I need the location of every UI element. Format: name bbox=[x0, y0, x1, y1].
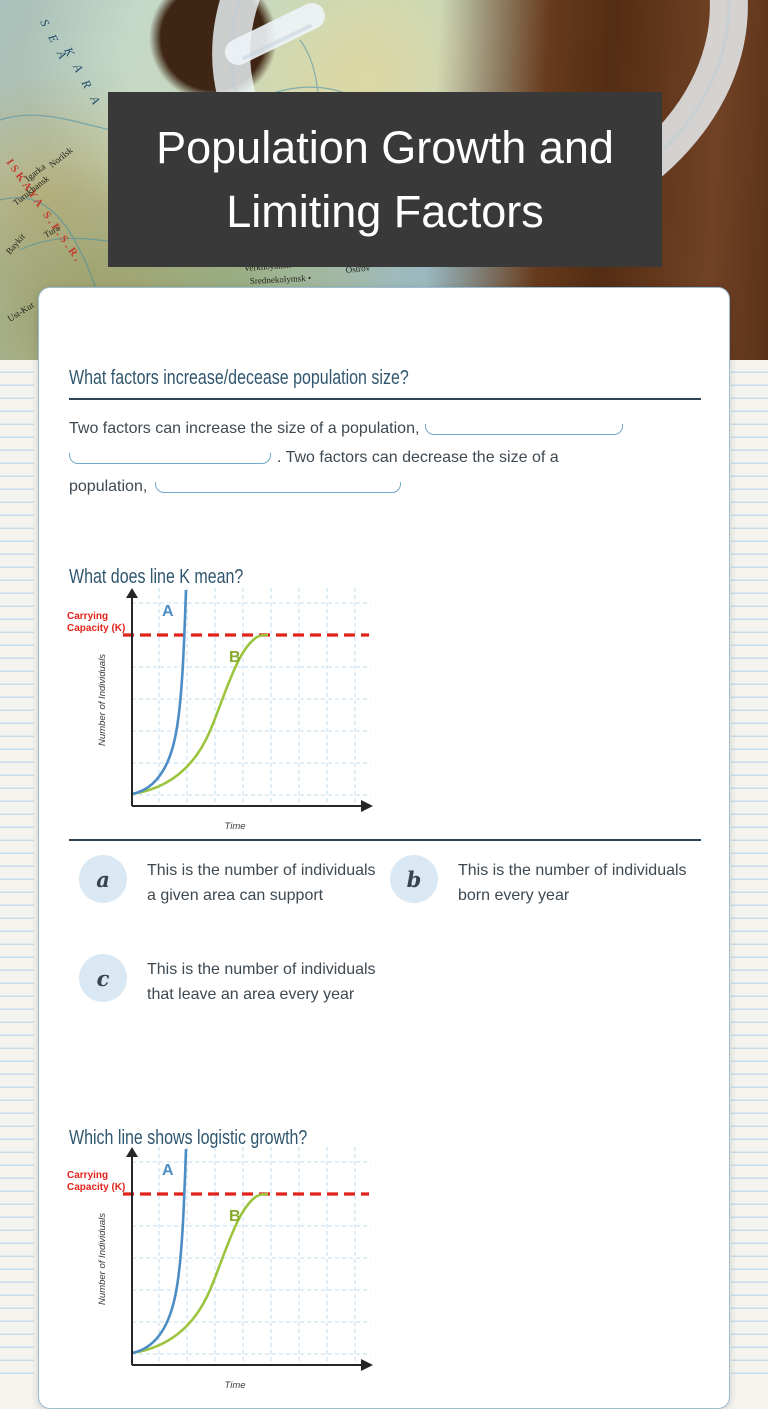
axes bbox=[126, 1147, 373, 1371]
answer-blank-3[interactable] bbox=[155, 482, 402, 493]
grid-lines bbox=[132, 1147, 371, 1364]
curve-b-logistic bbox=[131, 1192, 269, 1355]
choice-option-c[interactable]: c This is the number of individuals that… bbox=[79, 954, 379, 1007]
map-label-srednekolymsk: Srednekolymsk • bbox=[250, 273, 312, 286]
option-a-text: This is the number of individuals a give… bbox=[147, 862, 376, 904]
option-c-badge: c bbox=[79, 954, 127, 1002]
question-3-title: Which line shows logistic growth? bbox=[69, 1127, 308, 1149]
map-label-ustkut: Ust-Kut bbox=[6, 300, 36, 324]
x-axis-label: Time bbox=[224, 1380, 245, 1391]
axes bbox=[126, 588, 373, 812]
answer-blank-1[interactable] bbox=[425, 424, 624, 435]
option-b-badge: b bbox=[390, 855, 438, 903]
curve-b-label: B bbox=[229, 649, 241, 666]
growth-curves-chart: Carrying Capacity (K) A B Number of Indi… bbox=[67, 588, 373, 832]
map-label-kara: K A R A bbox=[61, 44, 105, 110]
question-divider bbox=[69, 839, 701, 841]
carrying-capacity-label-line1: Carrying bbox=[67, 1170, 108, 1181]
question-1-header: What factors increase/decease population… bbox=[69, 367, 701, 400]
growth-curves-chart-2: Carrying Capacity (K) A B Number of Indi… bbox=[67, 1147, 373, 1391]
worksheet-title-box: Population Growth and Limiting Factors bbox=[108, 92, 662, 267]
x-axis-label: Time bbox=[224, 821, 245, 832]
worksheet-card: What factors increase/decease population… bbox=[38, 287, 730, 1409]
option-c-text: This is the number of individuals that l… bbox=[147, 961, 376, 1003]
y-axis-label: Number of Individuals bbox=[97, 654, 108, 746]
worksheet-title-line1: Population Growth and bbox=[156, 121, 614, 173]
fill-in-text-2: . Two factors can decrease the size of a bbox=[277, 449, 559, 466]
question-1-title: What factors increase/decease population… bbox=[69, 367, 409, 389]
curve-a-label: A bbox=[162, 603, 174, 620]
choice-option-a[interactable]: a This is the number of individuals a gi… bbox=[79, 855, 379, 908]
fill-in-line-3: population, bbox=[69, 472, 709, 501]
carrying-capacity-label-line2: Capacity (K) bbox=[67, 623, 125, 634]
question-1-fill-in-paragraph: Two factors can increase the size of a p… bbox=[69, 414, 709, 501]
option-b-text: This is the number of individuals born e… bbox=[458, 862, 687, 904]
population-growth-graph-1: Carrying Capacity (K) A B Number of Indi… bbox=[63, 588, 375, 845]
curve-b-logistic bbox=[131, 633, 269, 796]
curve-a-exponential bbox=[131, 589, 188, 796]
fill-in-text-3: population, bbox=[69, 478, 148, 495]
population-growth-graph-2: Carrying Capacity (K) A B Number of Indi… bbox=[63, 1147, 375, 1404]
y-axis-label: Number of Individuals bbox=[97, 1213, 108, 1305]
option-a-badge: a bbox=[79, 855, 127, 903]
question-3-header: Which line shows logistic growth? bbox=[69, 1127, 367, 1150]
fill-in-text-1: Two factors can increase the size of a p… bbox=[69, 420, 420, 437]
question-2-header: What does line K mean? bbox=[69, 566, 287, 589]
question-2-title: What does line K mean? bbox=[69, 566, 244, 588]
curve-b-label: B bbox=[229, 1208, 241, 1225]
fill-in-line-2: . Two factors can decrease the size of a bbox=[69, 443, 709, 472]
choice-option-b[interactable]: b This is the number of individuals born… bbox=[390, 855, 690, 908]
worksheet-title-line2: Limiting Factors bbox=[226, 185, 544, 237]
carrying-capacity-label-line2: Capacity (K) bbox=[67, 1182, 125, 1193]
curve-a-label: A bbox=[162, 1162, 174, 1179]
fill-in-line-1: Two factors can increase the size of a p… bbox=[69, 414, 709, 443]
grid-lines bbox=[132, 588, 371, 805]
map-label-baykit: Baykit bbox=[4, 231, 27, 256]
curve-a-exponential bbox=[131, 1148, 188, 1355]
answer-blank-2[interactable] bbox=[69, 453, 271, 464]
map-label-norilsk: Norilsk bbox=[47, 145, 75, 170]
carrying-capacity-label-line1: Carrying bbox=[67, 611, 108, 622]
